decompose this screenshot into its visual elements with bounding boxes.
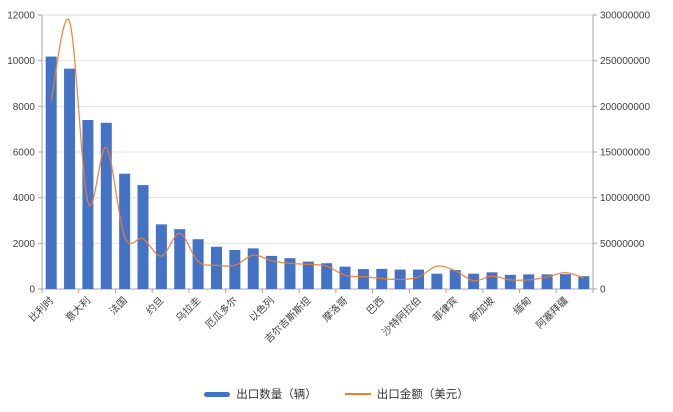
- bar: [137, 185, 149, 289]
- bar: [100, 122, 112, 289]
- left-axis-tick-label: 6000: [13, 148, 36, 159]
- x-axis-category-label: 巴西: [364, 295, 387, 318]
- x-axis-category-label: 缅甸: [511, 294, 534, 317]
- legend-label-export-amount: 出口金额（美元）: [376, 389, 469, 401]
- x-axis-category-label: 厄瓜多尔: [202, 294, 239, 331]
- bar: [486, 272, 498, 289]
- bar: [210, 246, 222, 289]
- left-axis-tick-label: 0: [29, 285, 35, 296]
- right-axis-tick-label: 300000000: [600, 11, 650, 22]
- left-axis-tick-label: 2000: [13, 239, 36, 250]
- line-series-swatch-icon: [344, 393, 371, 395]
- x-axis-category-label: 以色列: [246, 294, 276, 324]
- bar: [559, 274, 571, 289]
- right-axis-tick-label: 200000000: [600, 102, 650, 113]
- bar: [266, 255, 278, 289]
- bar: [339, 266, 351, 289]
- left-axis-tick-label: 10000: [7, 56, 35, 67]
- bar: [504, 274, 516, 289]
- bar-series-swatch-icon: [204, 391, 231, 397]
- bar: [82, 120, 94, 290]
- bar: [284, 258, 296, 289]
- right-axis-tick-label: 250000000: [600, 56, 650, 67]
- bar: [45, 56, 57, 289]
- left-axis-tick-label: 4000: [13, 193, 36, 204]
- legend: 出口数量（辆） 出口金额（美元）: [0, 386, 673, 402]
- legend-item-export-amount[interactable]: 出口金额（美元）: [344, 386, 469, 402]
- right-axis-tick-label: 100000000: [600, 193, 650, 204]
- bar: [119, 173, 131, 289]
- bar: [578, 276, 590, 289]
- x-axis-category-label: 新加坡: [467, 294, 497, 324]
- bar: [247, 248, 259, 289]
- right-axis-tick-label: 150000000: [600, 148, 650, 159]
- right-axis-tick-label: 50000000: [600, 239, 645, 250]
- bar: [449, 270, 461, 289]
- bar: [321, 263, 333, 289]
- x-axis-category-label: 沙特阿拉伯: [379, 294, 424, 339]
- bar: [229, 249, 241, 289]
- bar: [192, 239, 204, 289]
- bar: [357, 269, 369, 289]
- x-axis-category-label: 乌拉圭: [173, 294, 203, 324]
- legend-item-export-quantity[interactable]: 出口数量（辆）: [204, 386, 317, 402]
- bar: [302, 261, 314, 289]
- x-axis-category-label: 意大利: [63, 294, 93, 324]
- x-axis-category-label: 阿塞拜疆: [533, 294, 570, 331]
- left-axis-tick-label: 12000: [7, 11, 35, 22]
- bar: [523, 274, 535, 289]
- right-axis-tick-label: 0: [600, 285, 606, 296]
- legend-label-export-quantity: 出口数量（辆）: [236, 389, 317, 401]
- x-axis-category-label: 菲律宾: [430, 294, 460, 324]
- left-axis-tick-label: 8000: [13, 102, 36, 113]
- x-axis-category-label: 约旦: [143, 294, 166, 317]
- bar: [64, 68, 76, 290]
- export-amount-line: [50, 18, 585, 282]
- x-axis-category-label: 比利时: [27, 295, 57, 325]
- bar: [431, 273, 443, 289]
- bar: [413, 269, 425, 289]
- bar: [541, 274, 553, 289]
- x-axis-category-label: 摩洛哥: [320, 294, 350, 324]
- x-axis-category-label: 法国: [106, 294, 129, 317]
- bar: [174, 229, 186, 289]
